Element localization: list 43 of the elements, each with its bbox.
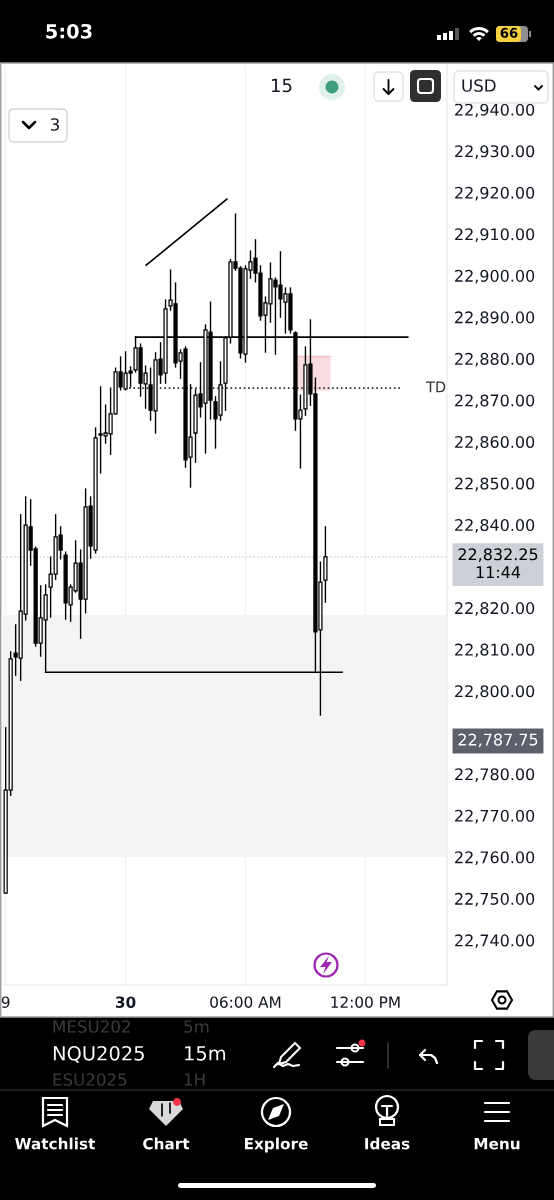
y-tick-label: 22,900.00 <box>455 269 535 284</box>
text: MESU202 <box>53 1020 130 1033</box>
y-tick-label: 22,870.00 <box>455 394 535 409</box>
y-tick-label: 22,850.00 <box>455 477 535 492</box>
x-tick-label: 06:00 AM <box>210 996 281 1008</box>
y-tick-label: 22,930.00 <box>455 145 535 159</box>
y-tick-label: 22,940.00 <box>455 103 535 118</box>
y-tick-label: 22,820.00 <box>455 602 535 616</box>
text: 5:03 <box>46 23 92 39</box>
y-tick-label: 22,890.00 <box>455 311 535 326</box>
ref-line-label: 22,832.25 11:44 <box>458 548 538 578</box>
text: NQU2025 <box>53 1045 144 1063</box>
text: Menu <box>474 1138 520 1150</box>
text: 66 <box>500 27 518 38</box>
y-tick-label: 22,750.00 <box>455 892 535 907</box>
x-tick-label: 30 <box>115 996 136 1008</box>
x-tick-label: 9 <box>1 996 10 1008</box>
y-tick-label: 22,760.00 <box>455 851 535 865</box>
annotation: 3 <box>50 118 59 131</box>
text: 22,787.75 <box>458 733 538 748</box>
text: Explore <box>244 1137 308 1153</box>
x-tick-label: 12:00 PM <box>331 996 400 1008</box>
y-tick-label: 22,910.00 <box>455 228 535 242</box>
y-tick-label: 22,800.00 <box>455 685 535 699</box>
y-tick-label: 22,780.00 <box>455 768 535 782</box>
text: Chart <box>143 1137 190 1150</box>
y-tick-label: 22,740.00 <box>455 934 535 949</box>
y-tick-label: 22,860.00 <box>455 435 535 450</box>
text: 15 <box>271 78 292 93</box>
y-tick-label: 22,920.00 <box>455 186 535 201</box>
text: Watchlist <box>15 1137 96 1150</box>
text: USD <box>462 79 496 92</box>
text: 5m <box>184 1020 209 1033</box>
text: 15m <box>185 1046 226 1061</box>
candlestick <box>323 526 328 603</box>
y-tick-label: 22,810.00 <box>455 643 535 658</box>
series-label: TD <box>425 381 446 393</box>
y-tick-label: 22,770.00 <box>455 809 535 824</box>
text: ESU2025 <box>53 1073 127 1086</box>
text: 1H <box>184 1073 205 1086</box>
text: Ideas <box>365 1137 410 1150</box>
y-tick-label: 22,880.00 <box>455 352 535 367</box>
y-tick-label: 22,840.00 <box>455 519 535 533</box>
